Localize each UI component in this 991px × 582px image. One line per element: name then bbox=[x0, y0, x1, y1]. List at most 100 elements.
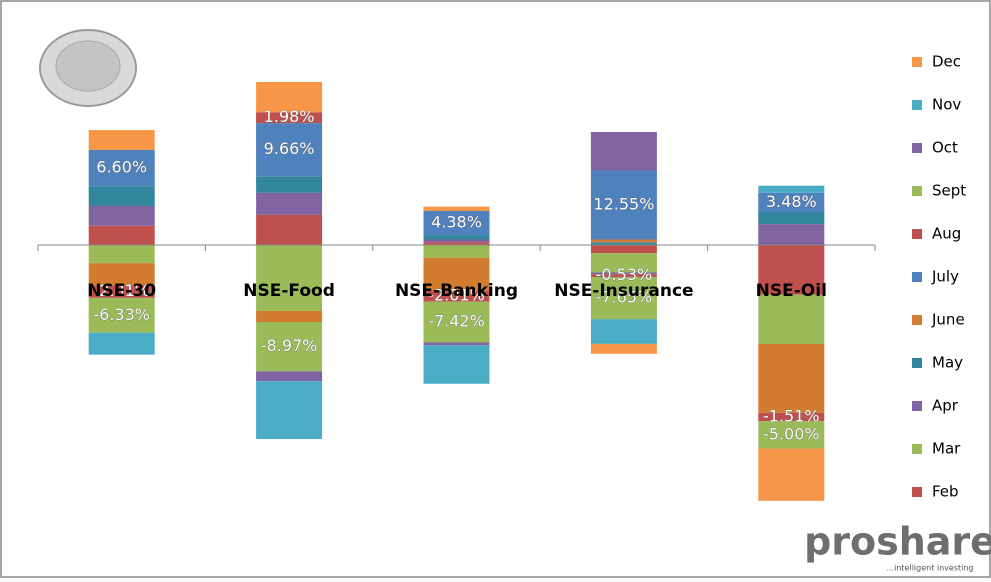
bar-segment bbox=[423, 239, 490, 243]
legend-label: Dec bbox=[932, 53, 961, 71]
bar-segment bbox=[590, 274, 657, 278]
bar-segment bbox=[590, 239, 657, 243]
bar-segment bbox=[423, 206, 490, 212]
legend-label: Nov bbox=[932, 96, 961, 114]
legend-swatch bbox=[912, 358, 922, 368]
bar-segment bbox=[256, 245, 323, 311]
x-tick-label: NSE-Food bbox=[243, 281, 335, 301]
bar-segment bbox=[256, 81, 323, 113]
bar-segment bbox=[590, 131, 657, 171]
bar-segment bbox=[590, 253, 657, 273]
data-label: 4.38% bbox=[431, 213, 482, 232]
legend-swatch bbox=[912, 487, 922, 497]
bar-segment bbox=[256, 112, 323, 124]
bar-segment bbox=[88, 263, 155, 286]
bar-segment bbox=[256, 176, 323, 193]
bar-segment bbox=[758, 421, 825, 449]
data-label: 6.60% bbox=[96, 158, 147, 177]
bar-segment bbox=[256, 214, 323, 245]
legend-swatch bbox=[912, 143, 922, 153]
data-label: 9.66% bbox=[264, 139, 315, 158]
logo: proshare bbox=[804, 520, 991, 564]
legend-label: Apr bbox=[932, 397, 959, 415]
bar-segment bbox=[758, 192, 825, 212]
data-label: -0.53% bbox=[596, 265, 653, 284]
bar-segment bbox=[423, 211, 490, 236]
bar-segment bbox=[758, 185, 825, 193]
bar-segment bbox=[590, 272, 657, 275]
legend-swatch bbox=[912, 401, 922, 411]
bar-segment bbox=[758, 224, 825, 245]
bar-segment bbox=[590, 277, 657, 320]
legend-label: June bbox=[931, 311, 965, 329]
x-tick-label: NSE-Banking bbox=[395, 281, 518, 301]
bar-segment bbox=[423, 345, 490, 384]
bar-segment bbox=[88, 332, 155, 355]
bar-segment bbox=[758, 412, 825, 422]
legend-label: Mar bbox=[932, 440, 961, 458]
legend-label: Feb bbox=[932, 483, 959, 501]
legend-swatch bbox=[912, 444, 922, 454]
x-tick-label: NSE-Insurance bbox=[554, 281, 693, 301]
bar-segment bbox=[758, 212, 825, 225]
legend-label: July bbox=[931, 268, 959, 286]
data-label: -5.00% bbox=[763, 424, 820, 443]
bar-segment bbox=[758, 448, 825, 501]
bar-segment bbox=[423, 257, 490, 291]
legend-swatch bbox=[912, 272, 922, 282]
emblem bbox=[39, 29, 137, 107]
legend-swatch bbox=[912, 186, 922, 196]
bar-segment bbox=[423, 245, 490, 258]
data-label: -7.65% bbox=[596, 288, 653, 307]
bar-segment bbox=[256, 381, 323, 439]
legend-label: Oct bbox=[932, 139, 958, 157]
data-label: 12.55% bbox=[593, 194, 654, 213]
x-tick-label: NSE-30 bbox=[87, 281, 156, 301]
legend-swatch bbox=[912, 315, 922, 325]
bar-segment bbox=[423, 290, 490, 302]
bar-segment bbox=[256, 322, 323, 372]
data-label: -1.51% bbox=[763, 406, 820, 425]
bar-segment bbox=[423, 235, 490, 240]
legend-label: Sept bbox=[932, 182, 966, 200]
data-label: -8.97% bbox=[261, 336, 318, 355]
bar-segment bbox=[256, 311, 323, 322]
legend-label: May bbox=[932, 354, 963, 372]
bar-segment bbox=[758, 294, 825, 344]
bar-segment bbox=[88, 205, 155, 226]
data-label: 3.48% bbox=[766, 192, 817, 211]
bar-segment bbox=[423, 242, 490, 245]
bar-segment bbox=[88, 225, 155, 245]
legend-swatch bbox=[912, 100, 922, 110]
data-label: -7.42% bbox=[428, 312, 485, 331]
bar-segment bbox=[88, 285, 155, 298]
bar-segment bbox=[88, 245, 155, 264]
bar-segment bbox=[590, 343, 657, 354]
legend-label: Aug bbox=[932, 225, 961, 243]
legend-swatch bbox=[912, 57, 922, 67]
data-label: -2.01% bbox=[428, 286, 485, 305]
bar-segment bbox=[423, 301, 490, 343]
bar-segment bbox=[88, 130, 155, 150]
bar-segment bbox=[256, 371, 323, 382]
data-label: 1.98% bbox=[264, 107, 315, 126]
data-label: -6.33% bbox=[93, 305, 150, 324]
bar-segment bbox=[758, 344, 825, 413]
legend-swatch bbox=[912, 229, 922, 239]
bar-segment bbox=[256, 192, 323, 215]
bar-segment bbox=[423, 342, 490, 346]
bar-segment bbox=[590, 242, 657, 245]
bar-segment bbox=[88, 297, 155, 333]
x-tick-label: NSE-Oil bbox=[756, 281, 827, 301]
tagline: ...intelligent investing bbox=[886, 564, 973, 573]
bar-segment bbox=[88, 149, 155, 187]
data-label: -2.31% bbox=[93, 281, 150, 300]
bar-segment bbox=[590, 170, 657, 240]
bar-segment bbox=[256, 123, 323, 177]
bar-segment bbox=[758, 245, 825, 295]
bar-segment bbox=[88, 186, 155, 206]
bar-segment bbox=[590, 319, 657, 344]
bar-segment bbox=[590, 245, 657, 254]
